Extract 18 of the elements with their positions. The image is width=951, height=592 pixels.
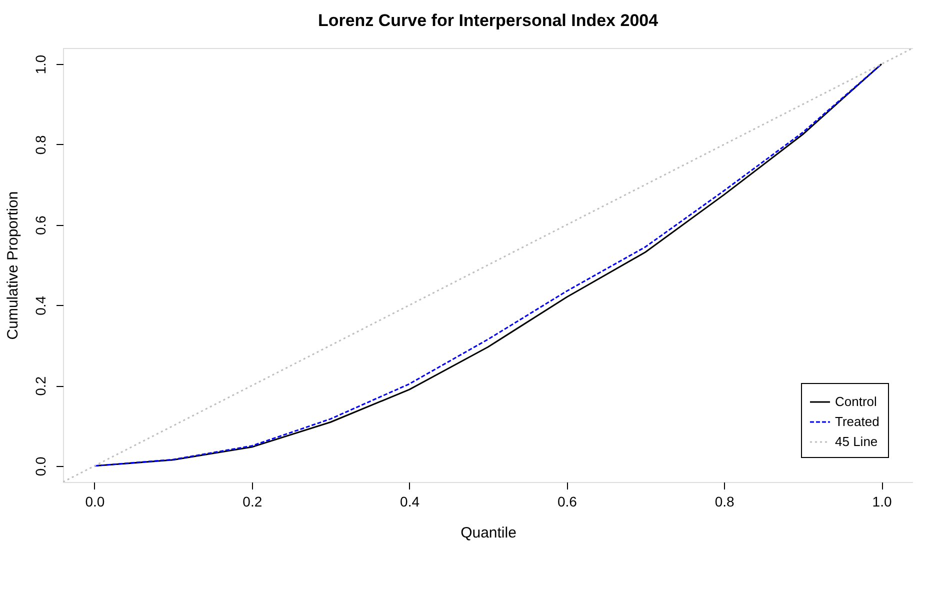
y-tick-label: 0.4 [32,296,48,316]
y-tick-label: 0.0 [32,456,48,476]
x-tick-label: 0.6 [557,494,578,510]
x-tick-label: 0.0 [85,494,105,510]
legend-label: 45 Line [835,434,878,449]
x-tick-label: 1.0 [872,494,892,510]
y-tick-label: 1.0 [32,54,48,74]
y-tick-label: 0.8 [32,135,48,155]
chart-title: Lorenz Curve for Interpersonal Index 2004 [318,11,659,30]
legend-label: Control [835,394,878,409]
x-tick-label: 0.4 [400,494,420,510]
x-axis-title: Quantile [460,524,516,542]
y-axis-title: Cumulative Proportion [4,191,22,340]
y-tick-label: 0.6 [32,215,48,236]
x-tick-label: 0.8 [714,494,735,510]
y-tick-label: 0.2 [32,376,48,396]
legend-label: Treated [835,414,880,429]
x-tick-label: 0.2 [242,494,262,510]
